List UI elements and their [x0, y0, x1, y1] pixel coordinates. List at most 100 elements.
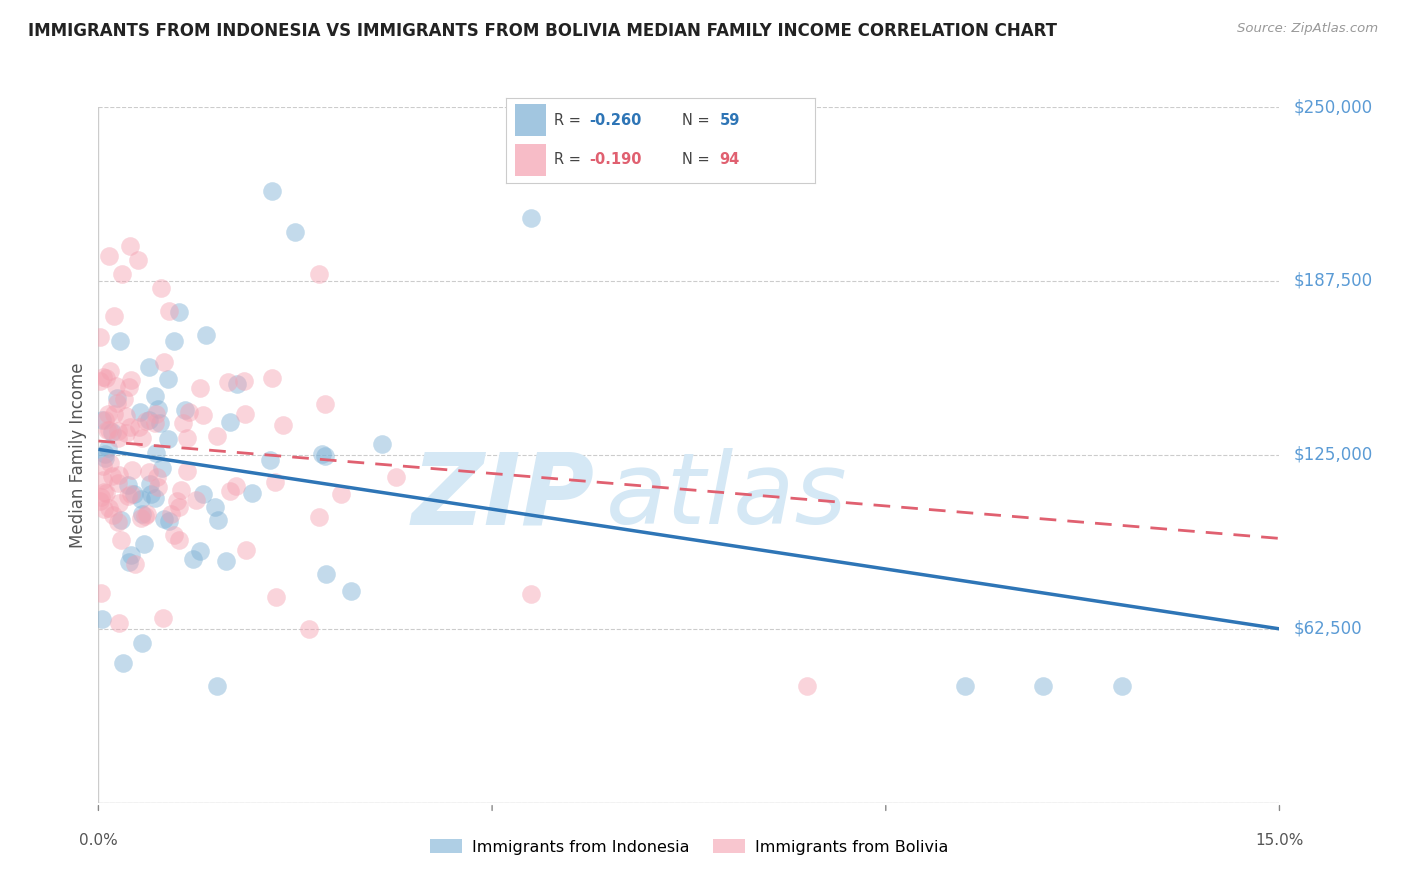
- Point: [121, 463, 143, 477]
- Point: [131, 635, 153, 649]
- Text: ZIP: ZIP: [412, 448, 595, 545]
- Point: [271, 417, 294, 432]
- Point: [118, 379, 141, 393]
- Point: [117, 489, 139, 503]
- Point: [308, 510, 330, 524]
- Point: [121, 373, 143, 387]
- Point: [225, 479, 247, 493]
- Point: [145, 407, 167, 421]
- Point: [118, 239, 141, 253]
- Point: [97, 500, 120, 515]
- Point: [103, 309, 125, 323]
- Point: [91, 369, 114, 384]
- Point: [122, 487, 145, 501]
- Point: [110, 513, 132, 527]
- Text: N =: N =: [682, 112, 714, 128]
- Point: [215, 553, 238, 567]
- Point: [260, 184, 283, 198]
- Point: [179, 405, 201, 419]
- Point: [112, 656, 135, 670]
- Point: [193, 408, 215, 422]
- Point: [260, 371, 283, 385]
- Point: [520, 211, 543, 226]
- Point: [218, 415, 240, 429]
- Point: [108, 616, 131, 631]
- Text: $62,500: $62,500: [1294, 620, 1362, 638]
- Bar: [516, 104, 547, 136]
- Point: [98, 456, 121, 470]
- Point: [89, 330, 111, 344]
- Point: [233, 375, 256, 389]
- Point: [191, 487, 214, 501]
- Point: [104, 379, 127, 393]
- Point: [90, 586, 112, 600]
- Point: [183, 551, 205, 566]
- Legend: Immigrants from Indonesia, Immigrants from Bolivia: Immigrants from Indonesia, Immigrants fr…: [423, 832, 955, 861]
- Point: [308, 267, 330, 281]
- Point: [233, 407, 256, 421]
- Text: 15.0%: 15.0%: [1256, 833, 1303, 848]
- Point: [225, 376, 247, 391]
- Point: [174, 402, 197, 417]
- Point: [384, 470, 406, 484]
- Text: 0.0%: 0.0%: [79, 833, 118, 848]
- Point: [796, 679, 818, 693]
- Point: [150, 281, 173, 295]
- Point: [107, 475, 129, 490]
- Point: [1032, 679, 1054, 693]
- Point: [110, 533, 132, 547]
- Point: [117, 477, 139, 491]
- Point: [205, 679, 228, 693]
- Point: [139, 477, 162, 491]
- Text: -0.190: -0.190: [589, 153, 643, 168]
- Point: [111, 267, 134, 281]
- Point: [240, 485, 263, 500]
- Point: [153, 354, 176, 368]
- Text: IMMIGRANTS FROM INDONESIA VS IMMIGRANTS FROM BOLIVIA MEDIAN FAMILY INCOME CORREL: IMMIGRANTS FROM INDONESIA VS IMMIGRANTS …: [28, 22, 1057, 40]
- Point: [93, 473, 115, 487]
- Point: [135, 413, 157, 427]
- Point: [163, 527, 186, 541]
- Point: [146, 480, 169, 494]
- Point: [370, 436, 392, 450]
- Point: [139, 486, 162, 500]
- Point: [97, 441, 120, 455]
- Point: [157, 514, 180, 528]
- Point: [143, 491, 166, 505]
- Point: [118, 555, 141, 569]
- Point: [207, 513, 229, 527]
- Point: [108, 495, 131, 509]
- Point: [105, 396, 128, 410]
- Y-axis label: Median Family Income: Median Family Income: [69, 362, 87, 548]
- Point: [160, 507, 183, 521]
- Point: [103, 508, 125, 522]
- Text: -0.260: -0.260: [589, 112, 643, 128]
- Point: [101, 425, 124, 439]
- Point: [91, 612, 114, 626]
- Point: [146, 470, 169, 484]
- Point: [114, 409, 136, 423]
- Text: R =: R =: [554, 153, 586, 168]
- Point: [112, 392, 135, 407]
- Point: [146, 402, 169, 417]
- Point: [89, 375, 111, 389]
- Text: 59: 59: [720, 112, 740, 128]
- Point: [259, 452, 281, 467]
- Text: Source: ZipAtlas.com: Source: ZipAtlas.com: [1237, 22, 1378, 36]
- Point: [103, 407, 125, 421]
- Point: [94, 451, 117, 466]
- Point: [520, 587, 543, 601]
- Point: [953, 679, 976, 693]
- Point: [166, 494, 188, 508]
- Point: [188, 381, 211, 395]
- Point: [124, 557, 146, 571]
- Bar: [516, 144, 547, 176]
- Point: [157, 303, 180, 318]
- Point: [138, 359, 160, 374]
- Point: [184, 493, 207, 508]
- Point: [150, 461, 173, 475]
- Point: [107, 425, 129, 439]
- Point: [329, 486, 352, 500]
- Point: [145, 389, 167, 403]
- Point: [176, 464, 198, 478]
